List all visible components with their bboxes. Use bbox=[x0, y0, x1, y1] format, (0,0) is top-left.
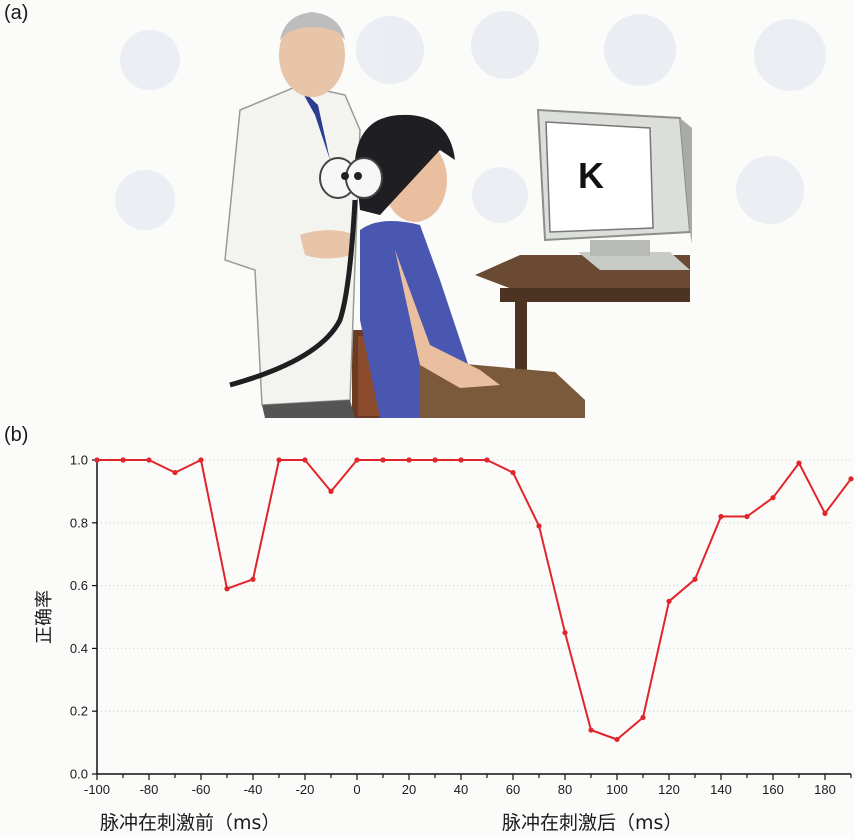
data-point bbox=[432, 457, 438, 463]
panel-b-label: (b) bbox=[4, 424, 29, 446]
y-axis-ticks: 0.0 0.2 0.4 0.6 0.8 1.0 bbox=[70, 453, 97, 782]
data-point bbox=[692, 576, 698, 582]
x-tick-label: 20 bbox=[402, 782, 416, 797]
x-tick-label: 100 bbox=[606, 782, 628, 797]
y-tick-label: 1.0 bbox=[70, 453, 88, 468]
data-point bbox=[848, 476, 854, 482]
data-point bbox=[94, 457, 100, 463]
data-point bbox=[276, 457, 282, 463]
y-tick-label: 0.8 bbox=[70, 515, 88, 530]
x-tick-label: -100 bbox=[84, 782, 110, 797]
x-tick-label: 40 bbox=[454, 782, 468, 797]
data-point bbox=[198, 457, 204, 463]
accuracy-series bbox=[94, 457, 854, 743]
data-point bbox=[120, 457, 126, 463]
y-tick-label: 0.4 bbox=[70, 641, 88, 656]
data-point bbox=[718, 513, 724, 520]
data-point bbox=[224, 586, 230, 592]
computer-monitor: K bbox=[536, 108, 692, 270]
data-point bbox=[354, 457, 360, 463]
y-tick-label: 0.6 bbox=[70, 578, 88, 593]
x-tick-label: -40 bbox=[244, 782, 263, 797]
background-pattern bbox=[115, 11, 826, 230]
data-point bbox=[588, 727, 594, 733]
data-point bbox=[458, 457, 464, 463]
x-axis-label-after: 脉冲在刺激后（ms） bbox=[502, 812, 682, 834]
x-tick-label: 140 bbox=[710, 782, 732, 797]
x-tick-label: 120 bbox=[658, 782, 680, 797]
x-tick-label: 60 bbox=[506, 782, 520, 797]
data-point bbox=[146, 457, 152, 463]
data-point bbox=[250, 576, 256, 582]
data-point bbox=[510, 469, 516, 476]
x-tick-label: 80 bbox=[558, 782, 572, 797]
data-point bbox=[666, 598, 672, 604]
data-point bbox=[640, 714, 646, 721]
x-axis-label-before: 脉冲在刺激前（ms） bbox=[100, 812, 280, 834]
y-axis-label: 正确率 bbox=[34, 590, 55, 644]
data-point bbox=[484, 457, 490, 463]
chart-grid bbox=[97, 459, 851, 712]
data-point bbox=[302, 457, 308, 463]
tms-experiment-illustration: K bbox=[115, 11, 826, 418]
subject-figure bbox=[355, 114, 585, 418]
data-point bbox=[744, 513, 750, 520]
data-point bbox=[172, 469, 178, 476]
screen-letter: K bbox=[578, 155, 604, 196]
x-tick-label: 160 bbox=[762, 782, 784, 797]
x-tick-label: -60 bbox=[192, 782, 211, 797]
data-point bbox=[562, 630, 568, 636]
x-axis-ticks: -100 -80 -60 -40 -20 0 20 40 60 80 100 120 140 160 180 bbox=[84, 774, 852, 797]
y-tick-label: 0.0 bbox=[70, 767, 88, 782]
tms-coil bbox=[229, 157, 383, 388]
series-line bbox=[97, 459, 852, 741]
data-point bbox=[770, 495, 776, 501]
panel-a-label: (a) bbox=[4, 2, 29, 24]
x-tick-label: -20 bbox=[296, 782, 315, 797]
data-point bbox=[536, 523, 542, 529]
data-point bbox=[380, 457, 386, 463]
y-tick-label: 0.2 bbox=[70, 704, 88, 719]
x-tick-label: 0 bbox=[353, 782, 360, 797]
chart-axes bbox=[96, 458, 851, 775]
data-point bbox=[614, 736, 620, 743]
x-tick-label: 180 bbox=[814, 782, 836, 797]
data-point bbox=[822, 510, 828, 516]
x-tick-label: -80 bbox=[140, 782, 159, 797]
data-point bbox=[328, 488, 334, 494]
data-point bbox=[796, 460, 802, 466]
data-point bbox=[406, 457, 412, 463]
